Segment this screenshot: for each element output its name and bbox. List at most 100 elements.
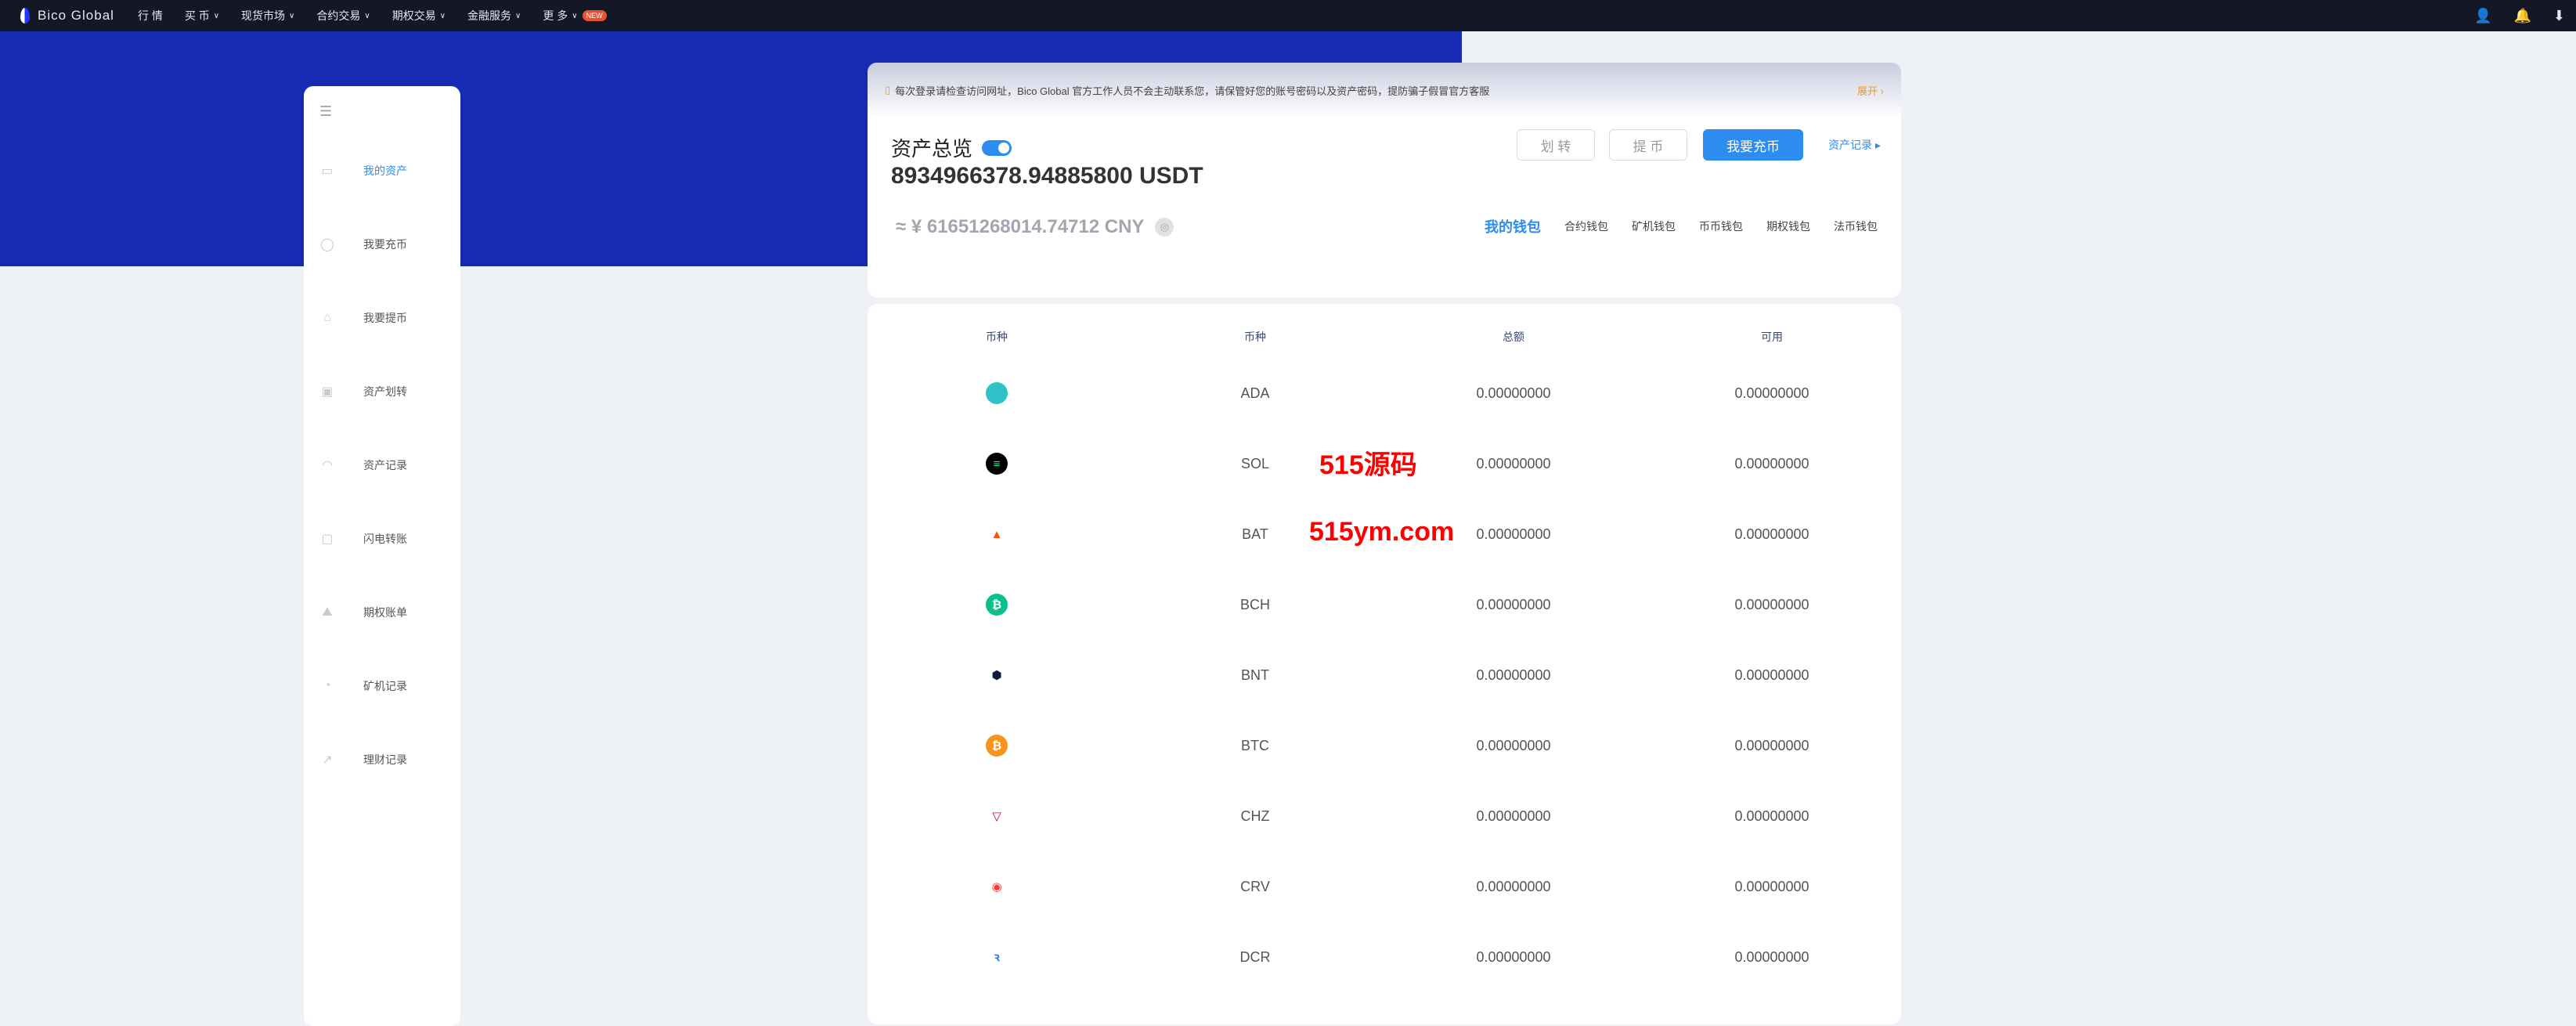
wallet-icon: ▭ [321,164,334,178]
cell-total: 0.00000000 [1476,807,1551,824]
nav-item[interactable]: 买 币 ∨ [185,8,219,23]
deposit-button[interactable]: 我要充币 [1703,129,1803,161]
coin-icon-cell: ₿ [868,735,1126,757]
table-row: ▽ CHZ 0.00000000 0.00000000 [868,800,1901,832]
coin-icon-cell: ◉ [868,876,1126,898]
cell-symbol: CHZ [1240,807,1270,824]
sidebar-item[interactable]: ◯ 我要充币 [304,229,460,260]
sidebar-item-label: 矿机记录 [363,680,407,692]
transfer-icon: ▣ [321,385,334,399]
sidebar-item[interactable]: ▣ 资产划转 [304,376,460,407]
table-row: ✺ ADA 0.00000000 0.00000000 [868,378,1901,409]
sidebar-item[interactable]: ▢ 闪电转账 [304,523,460,555]
overview-title: 资产总览 [891,137,973,161]
new-badge: NEW [582,10,607,21]
chevron-down-icon: ∨ [289,11,295,20]
visibility-toggle[interactable] [982,139,1012,156]
table-row: ₿ BTC 0.00000000 0.00000000 [868,730,1901,761]
coin-icon-cell: ꝛ [868,946,1126,968]
dcr-coin-icon: ꝛ [986,946,1008,968]
wallet-tab[interactable]: 合约钱包 [1564,220,1608,233]
chevron-down-icon: ∨ [364,11,370,20]
wallet-tab[interactable]: 矿机钱包 [1632,220,1676,233]
nav-item-label: 买 币 [184,9,210,22]
cell-available: 0.00000000 [1734,667,1809,683]
cell-total: 0.00000000 [1476,526,1551,542]
brand-name: Bico Global [38,8,114,23]
nav-item[interactable]: 现货市场 ∨ [241,8,294,23]
wallet-tabs: 我的钱包 合约钱包 矿机钱包 币币钱包 期权钱包 法币钱包 [1485,216,1878,237]
sidebar-item-label: 我要提币 [363,312,407,324]
download-icon[interactable]: ⬇ [2553,7,2565,23]
table-row: ≡ SOL 0.00000000 0.00000000 [868,448,1901,479]
nav-item[interactable]: 更 多 ∨ NEW [543,8,607,23]
total-cny: ≈ ¥ 61651268014.74712 CNY [896,216,1145,237]
eye-icon[interactable]: ◎ [1155,218,1174,237]
table-row: ◉ CRV 0.00000000 0.00000000 [868,871,1901,902]
coin-icon-cell: ▽ [868,805,1126,827]
nav-item-label: 现货市场 [241,9,286,22]
menu-collapse-icon[interactable]: ☰ [319,103,333,119]
expand-link[interactable]: 展开 › [1857,85,1884,97]
cell-available: 0.00000000 [1734,807,1809,824]
sidebar-item-label: 我要充币 [363,238,407,251]
asset-records-link[interactable]: 资产记录 ▸ [1828,139,1881,151]
coin-icon-cell: ₿ [868,594,1126,616]
asset-overview-card: ▯ 每次登录请检查访问网址，Bico Global 官方工作人员不会主动联系您，… [868,63,1901,298]
bat-coin-icon: ▲ [986,523,1008,545]
cell-total: 0.00000000 [1476,455,1551,471]
nav-item[interactable]: 合约交易 ∨ [316,8,370,23]
cell-available: 0.00000000 [1734,948,1809,965]
nav-item[interactable]: 金融服务 ∨ [467,8,521,23]
transfer-button[interactable]: 划 转 [1517,129,1595,161]
crv-coin-icon: ◉ [986,876,1008,898]
cell-symbol: BTC [1241,737,1269,753]
miner-icon: ◔ [323,679,331,692]
wallet-tab[interactable]: 我的钱包 [1485,219,1541,235]
brand-logo[interactable]: Bico Global [20,8,114,23]
deposit-icon: ◯ [320,238,334,251]
sidebar-item[interactable]: ▭ 我的资产 [304,155,460,186]
withdraw-button[interactable]: 提 币 [1609,129,1687,161]
sidebar-item[interactable]: ◔ 矿机记录 [304,670,460,702]
cell-symbol: ADA [1240,385,1270,401]
user-icon[interactable]: 👤 [2474,7,2492,23]
sidebar-item-label: 期权账单 [363,606,407,619]
chevron-down-icon: ∨ [439,11,446,20]
column-header: 币种 [986,331,1008,343]
cell-symbol: BCH [1239,596,1270,612]
notice-text: 每次登录请检查访问网址，Bico Global 官方工作人员不会主动联系您，请保… [895,85,1490,97]
cell-total: 0.00000000 [1476,878,1551,894]
sidebar-item[interactable]: ⛰ 期权账单 [304,597,460,628]
wallet-tab[interactable]: 法币钱包 [1834,220,1878,233]
chevron-down-icon: ∨ [572,11,578,20]
wallet-tab[interactable]: 币币钱包 [1699,220,1743,233]
withdraw-icon: ⌂ [323,311,331,324]
bill-icon: ⛰ [322,605,333,619]
coin-icon-cell: ✺ [868,382,1126,404]
record-icon: ◠ [322,459,333,472]
bell-icon[interactable]: 🔔 [2513,7,2531,23]
nav-item[interactable]: 期权交易 ∨ [392,8,446,23]
sidebar-item[interactable]: ↗ 理财记录 [304,744,460,775]
sidebar-item-label: 我的资产 [363,164,407,177]
cell-total: 0.00000000 [1476,737,1551,753]
sol-coin-icon: ≡ [986,453,1008,475]
bnt-coin-icon: ⬢ [986,664,1008,686]
nav-item-label: 更 多 [543,9,568,22]
nav-item-label: 行 情 [137,9,163,22]
sidebar-item[interactable]: ⌂ 我要提币 [304,302,460,334]
notice-bar: ▯ 每次登录请检查访问网址，Bico Global 官方工作人员不会主动联系您，… [868,63,1901,117]
cell-available: 0.00000000 [1734,737,1809,753]
total-usdt: 8934966378.94885800 USDT [891,163,1203,189]
wallet-tab[interactable]: 期权钱包 [1766,220,1810,233]
finance-icon: ↗ [322,753,333,767]
ada-coin-icon: ✺ [986,382,1008,404]
column-header: 总额 [1503,331,1524,343]
chevron-down-icon: ∨ [515,11,521,20]
sidebar-item[interactable]: ◠ 资产记录 [304,450,460,481]
sidebar-item-label: 理财记录 [363,753,407,766]
nav-item[interactable]: 行 情 [138,8,163,23]
nav-item-label: 期权交易 [391,9,436,22]
coin-icon-cell: ▲ [868,523,1126,545]
